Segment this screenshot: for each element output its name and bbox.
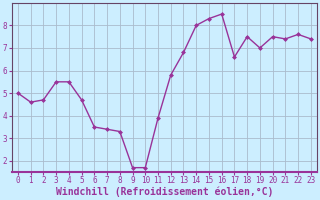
X-axis label: Windchill (Refroidissement éolien,°C): Windchill (Refroidissement éolien,°C) [56, 187, 273, 197]
